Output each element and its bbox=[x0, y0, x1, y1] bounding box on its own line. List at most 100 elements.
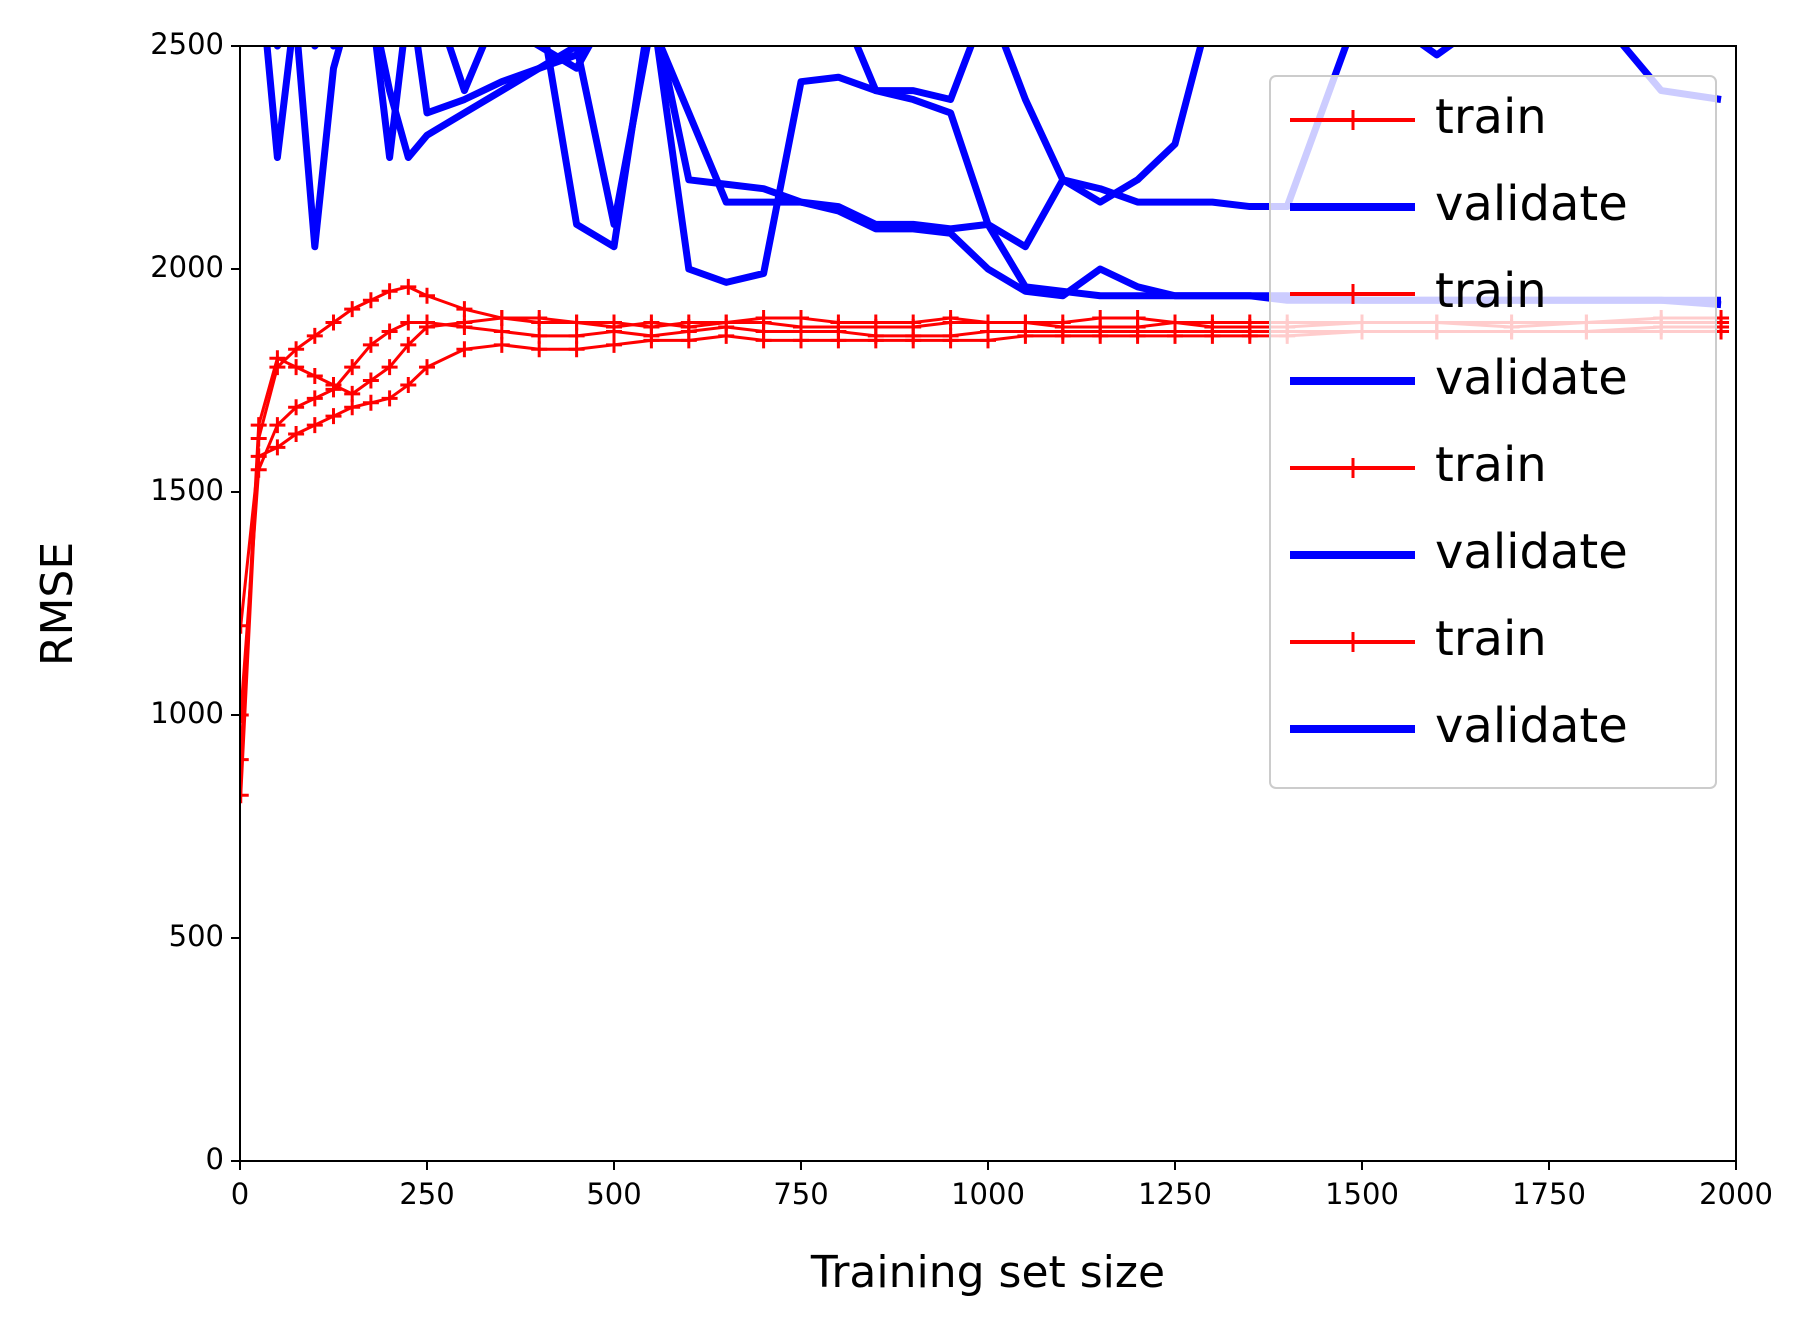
legend-label: train bbox=[1435, 611, 1547, 667]
legend-label: train bbox=[1435, 437, 1547, 493]
marker bbox=[493, 323, 510, 340]
marker bbox=[568, 314, 585, 331]
x-tick-label: 250 bbox=[399, 1177, 454, 1211]
marker bbox=[288, 341, 305, 358]
legend-label: validate bbox=[1435, 350, 1628, 406]
marker bbox=[362, 292, 379, 309]
marker bbox=[942, 314, 959, 331]
series-line bbox=[240, 321, 1722, 716]
marker bbox=[344, 301, 361, 318]
legend-label: validate bbox=[1435, 176, 1628, 232]
legend-label: train bbox=[1435, 89, 1547, 145]
marker bbox=[606, 314, 622, 331]
marker bbox=[381, 323, 398, 340]
marker bbox=[1017, 327, 1034, 344]
marker bbox=[306, 417, 323, 434]
marker bbox=[362, 394, 379, 411]
marker bbox=[288, 426, 305, 443]
marker bbox=[643, 332, 660, 349]
marker bbox=[568, 327, 585, 344]
y-tick-label: 2000 bbox=[150, 250, 224, 284]
legend-marker bbox=[1343, 110, 1363, 130]
marker bbox=[1204, 314, 1221, 331]
legend-frame bbox=[1269, 75, 1717, 789]
y-tick-label: 0 bbox=[206, 1142, 224, 1176]
marker bbox=[1167, 327, 1183, 344]
marker bbox=[456, 314, 473, 331]
marker bbox=[942, 332, 959, 349]
marker bbox=[980, 314, 996, 331]
y-axis-label: RMSE bbox=[32, 542, 83, 666]
marker bbox=[344, 399, 361, 416]
marker bbox=[1204, 327, 1221, 344]
marker bbox=[306, 390, 323, 407]
marker bbox=[1054, 327, 1071, 344]
marker bbox=[344, 385, 361, 402]
marker bbox=[531, 341, 548, 358]
marker bbox=[456, 341, 473, 358]
x-tick-label: 1750 bbox=[1512, 1177, 1586, 1211]
marker bbox=[755, 332, 772, 349]
legend-marker bbox=[1343, 632, 1363, 652]
marker bbox=[680, 332, 697, 349]
marker bbox=[1092, 310, 1109, 327]
legend: train validate train validate train validate t… bbox=[1269, 75, 1717, 789]
marker bbox=[456, 301, 473, 318]
marker bbox=[1092, 327, 1109, 344]
marker bbox=[306, 368, 323, 385]
marker bbox=[1241, 314, 1258, 331]
marker bbox=[905, 332, 922, 349]
x-tick-label: 1000 bbox=[951, 1177, 1025, 1211]
marker bbox=[1017, 314, 1034, 331]
series-line bbox=[329, 46, 1456, 286]
marker bbox=[531, 327, 548, 344]
marker bbox=[362, 336, 379, 353]
legend-label: train bbox=[1435, 263, 1547, 319]
marker bbox=[643, 318, 660, 335]
marker bbox=[531, 310, 548, 327]
marker bbox=[344, 359, 361, 376]
marker bbox=[250, 417, 267, 434]
marker bbox=[362, 372, 379, 389]
y-tick-label: 1000 bbox=[150, 696, 224, 730]
marker bbox=[755, 314, 772, 331]
marker bbox=[400, 376, 417, 393]
marker bbox=[269, 350, 286, 367]
marker bbox=[867, 332, 884, 349]
series-line bbox=[240, 316, 1722, 760]
y-tick-label: 500 bbox=[169, 919, 224, 953]
marker bbox=[980, 332, 996, 349]
marker bbox=[830, 318, 847, 335]
marker bbox=[381, 283, 398, 300]
marker bbox=[493, 336, 510, 353]
legend-marker bbox=[1343, 284, 1363, 304]
marker bbox=[793, 332, 809, 349]
marker bbox=[325, 314, 342, 331]
marker bbox=[288, 359, 305, 376]
marker bbox=[680, 314, 697, 331]
marker bbox=[288, 399, 305, 416]
marker bbox=[419, 359, 435, 376]
series-line bbox=[240, 329, 1722, 626]
marker bbox=[306, 327, 323, 344]
legend-label: validate bbox=[1435, 524, 1628, 580]
marker bbox=[867, 318, 884, 335]
marker bbox=[419, 287, 435, 304]
x-tick-label: 0 bbox=[231, 1177, 249, 1211]
y-tick-label: 1500 bbox=[150, 473, 224, 507]
marker bbox=[325, 408, 342, 425]
legend-label: validate bbox=[1435, 698, 1628, 754]
x-tick-label: 2000 bbox=[1699, 1177, 1773, 1211]
marker bbox=[606, 336, 622, 353]
marker bbox=[400, 314, 417, 331]
marker bbox=[381, 359, 398, 376]
marker bbox=[400, 336, 417, 353]
series-line bbox=[240, 285, 1722, 796]
y-tick-label: 2500 bbox=[150, 27, 224, 61]
marker bbox=[493, 310, 510, 327]
marker bbox=[1167, 314, 1183, 331]
marker bbox=[269, 439, 286, 456]
marker bbox=[419, 318, 435, 335]
marker bbox=[1129, 327, 1146, 344]
marker bbox=[718, 314, 735, 331]
